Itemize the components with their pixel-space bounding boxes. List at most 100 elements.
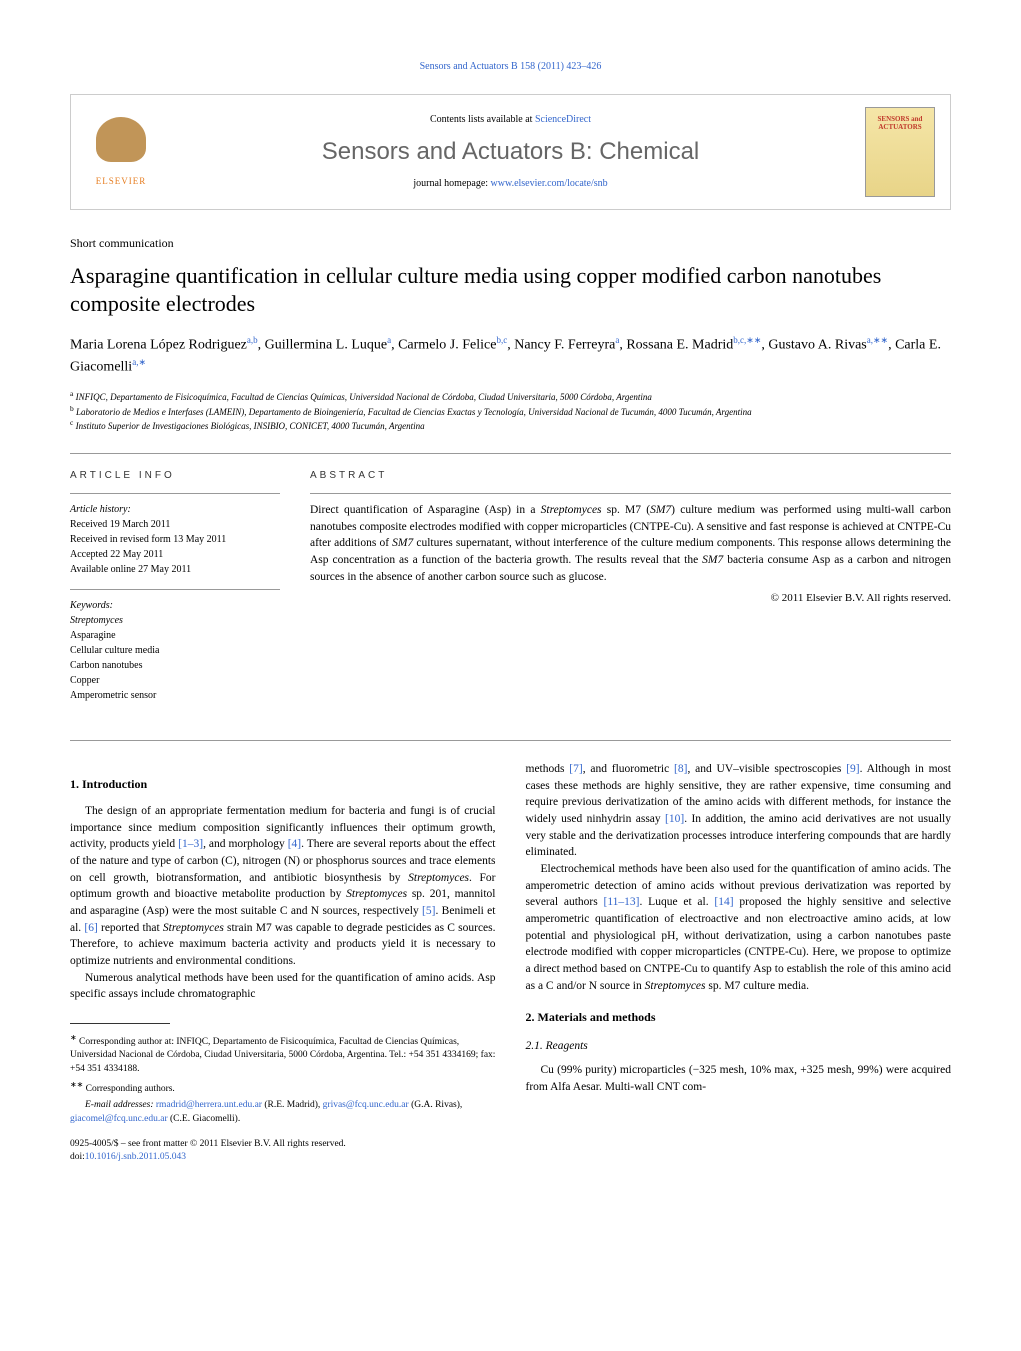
author-5-sup[interactable]: b,c,∗∗ (733, 335, 761, 345)
history-revised: Received in revised form 13 May 2011 (70, 532, 280, 547)
author-1: Maria Lorena López Rodriguez (70, 338, 247, 353)
info-divider-2 (70, 589, 280, 590)
copyright-footer: 0925-4005/$ – see front matter © 2011 El… (70, 1138, 496, 1151)
elsevier-logo: ELSEVIER (86, 112, 156, 192)
history-received: Received 19 March 2011 (70, 517, 280, 532)
affiliation-c: c Instituto Superior de Investigaciones … (70, 418, 951, 433)
author-6: , Gustavo A. Rivas (761, 338, 866, 353)
keyword-6: Amperometric sensor (70, 688, 280, 703)
right-column: methods [7], and fluorometric [8], and U… (526, 761, 952, 1165)
affiliation-b: b Laboratorio de Medios e Interfases (LA… (70, 404, 951, 419)
abstract-text: Direct quantification of Asparagine (Asp… (310, 502, 951, 585)
reagents-para: Cu (99% purity) microparticles (−325 mes… (526, 1062, 952, 1095)
journal-cover-thumbnail: SENSORS and ACTUATORS (865, 107, 935, 197)
keyword-4: Carbon nanotubes (70, 658, 280, 673)
elsevier-label: ELSEVIER (96, 175, 147, 188)
ref-10[interactable]: [10] (665, 813, 684, 825)
fn3c: (C.E. Giacomelli). (168, 1114, 241, 1124)
ref-8[interactable]: [8] (674, 763, 687, 775)
history-accepted: Accepted 22 May 2011 (70, 547, 280, 562)
email-madrid[interactable]: rmadrid@herrera.unt.edu.ar (156, 1100, 262, 1110)
article-info-panel: ARTICLE INFO Article history: Received 1… (70, 469, 280, 715)
p4c: proposed the highly sensitive and select… (526, 896, 952, 991)
header-citation: Sensors and Actuators B 158 (2011) 423–4… (70, 60, 951, 74)
doi-link[interactable]: 10.1016/j.snb.2011.05.043 (85, 1152, 186, 1162)
ref-4[interactable]: [4] (288, 838, 301, 850)
history-label: Article history: (70, 502, 280, 517)
aff-a-text: INFIQC, Departamento de Fisicoquímica, F… (73, 392, 652, 402)
abs-1c: sp. M7 ( (602, 504, 651, 516)
cover-label: SENSORS and ACTUATORS (866, 116, 934, 131)
email-giacomelli[interactable]: giacomel@fcq.unc.edu.ar (70, 1114, 168, 1124)
author-3-sup[interactable]: b,c (496, 335, 507, 345)
doi-line: doi:10.1016/j.snb.2011.05.043 (70, 1151, 496, 1164)
sciencedirect-link[interactable]: ScienceDirect (535, 114, 591, 125)
intro-para-2: Numerous analytical methods have been us… (70, 970, 496, 1003)
divider-bottom (70, 740, 951, 741)
article-history: Article history: Received 19 March 2011 … (70, 502, 280, 577)
p3b: , and fluorometric (583, 763, 674, 775)
fn3a: (R.E. Madrid), (262, 1100, 323, 1110)
p4e: sp. M7 culture media. (706, 980, 809, 992)
doi-label: doi: (70, 1152, 85, 1162)
intro-para-3: methods [7], and fluorometric [8], and U… (526, 761, 952, 861)
divider-top (70, 453, 951, 454)
abs-1f: SM7 (392, 537, 413, 549)
footnote-emails: E-mail addresses: rmadrid@herrera.unt.ed… (70, 1099, 496, 1126)
author-4: , Nancy F. Ferreyra (507, 338, 615, 353)
abs-1h: SM7 (702, 554, 723, 566)
ref-11-13[interactable]: [11–13] (604, 896, 640, 908)
keyword-3: Cellular culture media (70, 643, 280, 658)
affiliations: a INFIQC, Departamento de Fisicoquímica,… (70, 389, 951, 433)
ref-7[interactable]: [7] (569, 763, 582, 775)
abs-1d: SM7 (650, 504, 671, 516)
abs-1b: Streptomyces (541, 504, 602, 516)
ref-5[interactable]: [5] (422, 905, 435, 917)
info-divider-1 (70, 493, 280, 494)
aff-c-text: Instituto Superior de Investigaciones Bi… (73, 421, 424, 431)
author-7-sup[interactable]: a,∗ (132, 357, 146, 367)
footnote-2: ∗∗ Corresponding authors. (70, 1079, 496, 1096)
affiliation-a: a INFIQC, Departamento de Fisicoquímica,… (70, 389, 951, 404)
keyword-2: Asparagine (70, 628, 280, 643)
ref-14[interactable]: [14] (714, 896, 733, 908)
abstract-divider (310, 493, 951, 494)
fn1-star: ∗ (70, 1033, 77, 1042)
elsevier-tree-icon (96, 117, 146, 172)
ref-9[interactable]: [9] (846, 763, 859, 775)
body-columns: 1. Introduction The design of an appropr… (70, 761, 951, 1165)
footnote-1: ∗ Corresponding author at: INFIQC, Depar… (70, 1032, 496, 1076)
ref-1-3[interactable]: [1–3] (178, 838, 203, 850)
p4b: . Luque et al. (640, 896, 715, 908)
homepage-label: journal homepage: (413, 178, 490, 189)
author-5: , Rossana E. Madrid (619, 338, 733, 353)
p3c: , and UV–visible spectroscopies (687, 763, 846, 775)
fn1-text: Corresponding author at: INFIQC, Departa… (70, 1037, 495, 1074)
fn2-text: Corresponding authors. (83, 1084, 175, 1094)
history-online: Available online 27 May 2011 (70, 562, 280, 577)
author-6-sup[interactable]: a,∗∗ (867, 335, 888, 345)
doi-block: 0925-4005/$ – see front matter © 2011 El… (70, 1138, 496, 1165)
heading-materials: 2. Materials and methods (526, 1009, 952, 1026)
author-2: , Guillermina L. Luque (258, 338, 387, 353)
keywords-label: Keywords: (70, 598, 280, 613)
aff-b-text: Laboratorio de Medios e Interfases (LAME… (74, 407, 752, 417)
author-3: , Carmelo J. Felice (391, 338, 496, 353)
ref-6[interactable]: [6] (84, 922, 97, 934)
article-type: Short communication (70, 235, 951, 252)
homepage-link[interactable]: www.elsevier.com/locate/snb (491, 178, 608, 189)
footnote-divider (70, 1023, 170, 1024)
email-rivas[interactable]: grivas@fcq.unc.edu.ar (323, 1100, 409, 1110)
abstract-panel: ABSTRACT Direct quantification of Aspara… (310, 469, 951, 715)
heading-introduction: 1. Introduction (70, 776, 496, 793)
p1i: reported that (98, 922, 163, 934)
journal-homepage: journal homepage: www.elsevier.com/locat… (156, 177, 865, 191)
fn3b: (G.A. Rivas), (409, 1100, 463, 1110)
contents-text: Contents lists available at (430, 114, 535, 125)
p4d: Streptomyces (645, 980, 706, 992)
contents-line: Contents lists available at ScienceDirec… (156, 113, 865, 127)
author-1-sup[interactable]: a,b (247, 335, 258, 345)
journal-title: Sensors and Actuators B: Chemical (156, 135, 865, 169)
p1j: Streptomyces (163, 922, 224, 934)
article-title: Asparagine quantification in cellular cu… (70, 262, 951, 319)
